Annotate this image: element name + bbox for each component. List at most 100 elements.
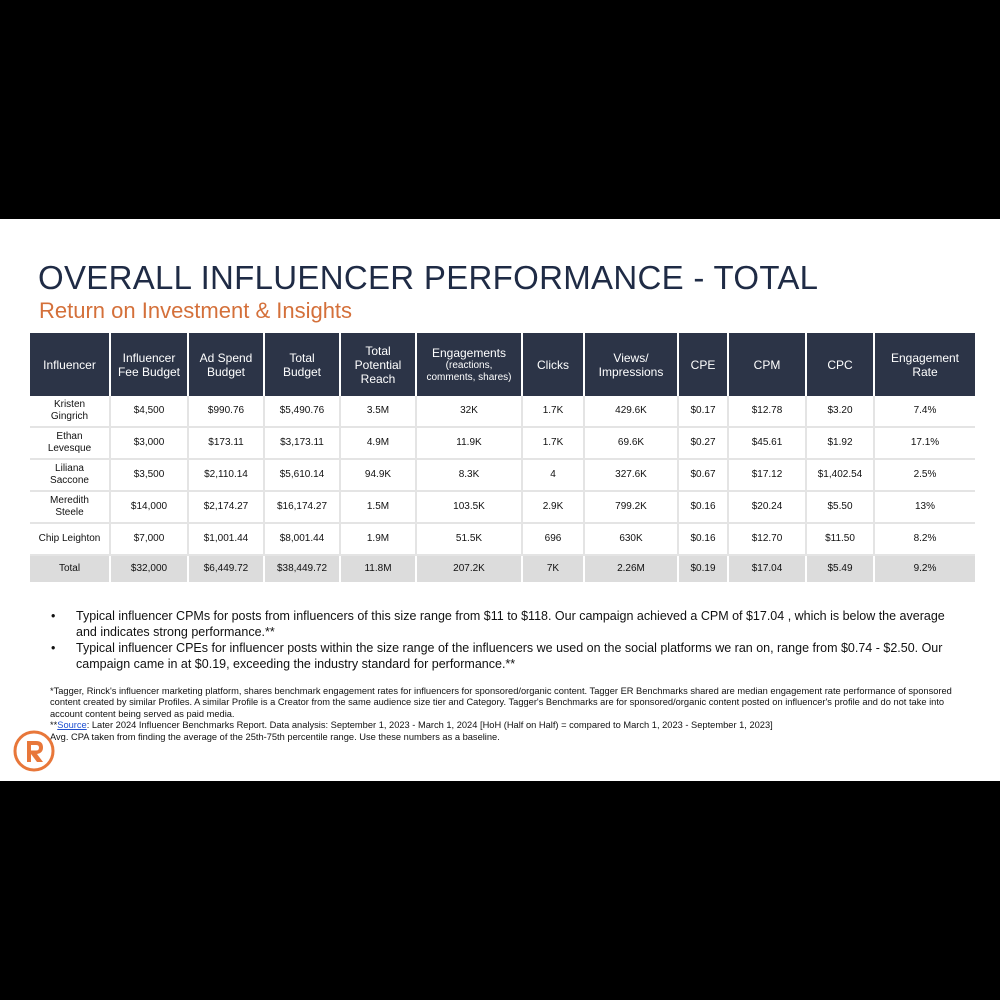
col-header-influencer: Influencer bbox=[30, 333, 111, 396]
table-cell: 2.5% bbox=[874, 459, 975, 492]
table-cell: $1.92 bbox=[806, 427, 875, 460]
table-cell: 51.5K bbox=[416, 523, 523, 556]
table-cell: 7K bbox=[522, 555, 585, 584]
bullet-text: Typical influencer CPEs for influencer p… bbox=[76, 641, 943, 671]
table-row: Liliana Saccone $3,500 $2,110.14 $5,610.1… bbox=[30, 459, 975, 492]
insights-list: • Typical influencer CPMs for posts from… bbox=[51, 608, 956, 672]
table-cell: 3.5M bbox=[340, 396, 417, 428]
table-cell: $3,000 bbox=[110, 427, 189, 460]
table-cell: $4,500 bbox=[110, 396, 189, 428]
table-cell: 9.2% bbox=[874, 555, 975, 584]
table-cell: $8,001.44 bbox=[264, 523, 341, 556]
slide-subtitle: Return on Investment & Insights bbox=[39, 298, 353, 323]
table-cell: $14,000 bbox=[110, 491, 189, 524]
table-cell: $3,173.11 bbox=[264, 427, 341, 460]
table-cell: $3.20 bbox=[806, 396, 875, 428]
footnote-cpa: Avg. CPA taken from finding the average … bbox=[50, 731, 500, 742]
slide: OVERALL INFLUENCER PERFORMANCE - TOTAL R… bbox=[0, 219, 1000, 781]
table-cell: $17.04 bbox=[728, 555, 807, 584]
table-cell: $20.24 bbox=[728, 491, 807, 524]
table-cell: $5,610.14 bbox=[264, 459, 341, 492]
col-header-ad-spend: Ad Spend Budget bbox=[188, 333, 265, 396]
table-cell: $3,500 bbox=[110, 459, 189, 492]
influencer-name: Chip Leighton bbox=[30, 523, 111, 556]
list-item: • Typical influencer CPMs for posts from… bbox=[51, 608, 956, 640]
table-cell: 7.4% bbox=[874, 396, 975, 428]
table-cell: $12.78 bbox=[728, 396, 807, 428]
table-cell: 11.8M bbox=[340, 555, 417, 584]
table-cell: $16,174.27 bbox=[264, 491, 341, 524]
source-link[interactable]: Source bbox=[57, 720, 87, 731]
slide-title: OVERALL INFLUENCER PERFORMANCE - TOTAL bbox=[38, 259, 819, 296]
table-cell: $1,001.44 bbox=[188, 523, 265, 556]
table-cell: $0.27 bbox=[678, 427, 729, 460]
influencer-name: Kristen Gingrich bbox=[30, 396, 111, 428]
table-cell: $173.11 bbox=[188, 427, 265, 460]
table-cell: 8.2% bbox=[874, 523, 975, 556]
table-row: Chip Leighton $7,000 $1,001.44 $8,001.44… bbox=[30, 523, 975, 556]
bullet-marker: • bbox=[51, 641, 56, 655]
table-header-row: Influencer Influencer Fee Budget Ad Spend… bbox=[30, 333, 975, 396]
table-cell: $0.19 bbox=[678, 555, 729, 584]
col-header-engagement-rate: Engagement Rate bbox=[874, 333, 975, 396]
table-cell: 13% bbox=[874, 491, 975, 524]
table-cell: 2.9K bbox=[522, 491, 585, 524]
table-cell: $990.76 bbox=[188, 396, 265, 428]
table-cell: 1.7K bbox=[522, 427, 585, 460]
bullet-marker: • bbox=[51, 609, 56, 623]
col-header-cpc: CPC bbox=[806, 333, 875, 396]
influencer-name: Meredith Steele bbox=[30, 491, 111, 524]
col-header-cpm: CPM bbox=[728, 333, 807, 396]
table-cell: 630K bbox=[584, 523, 679, 556]
footnote-source: **Source: Later 2024 Influencer Benchmar… bbox=[50, 720, 773, 731]
table-cell: 2.26M bbox=[584, 555, 679, 584]
col-header-fee-budget: Influencer Fee Budget bbox=[110, 333, 189, 396]
table-cell: 1.5M bbox=[340, 491, 417, 524]
table-cell: 69.6K bbox=[584, 427, 679, 460]
influencer-name: Liliana Saccone bbox=[30, 459, 111, 492]
bullet-text: Typical influencer CPMs for posts from i… bbox=[76, 609, 945, 639]
influencer-name: Ethan Levesque bbox=[30, 427, 111, 460]
table-total-row: Total $32,000 $6,449.72 $38,449.72 11.8M… bbox=[30, 555, 975, 584]
rinck-logo-icon bbox=[12, 729, 56, 773]
table-cell: $5,490.76 bbox=[264, 396, 341, 428]
col-header-clicks: Clicks bbox=[522, 333, 585, 396]
table-cell: $17.12 bbox=[728, 459, 807, 492]
table-cell: $6,449.72 bbox=[188, 555, 265, 584]
table-cell: 696 bbox=[522, 523, 585, 556]
col-header-total-budget: Total Budget bbox=[264, 333, 341, 396]
table-cell: $11.50 bbox=[806, 523, 875, 556]
col-header-cpe: CPE bbox=[678, 333, 729, 396]
table-row: Meredith Steele $14,000 $2,174.27 $16,174… bbox=[30, 491, 975, 524]
table-cell: $0.17 bbox=[678, 396, 729, 428]
table-cell: $12.70 bbox=[728, 523, 807, 556]
table-cell: 94.9K bbox=[340, 459, 417, 492]
table-cell: 207.2K bbox=[416, 555, 523, 584]
table-cell: 327.6K bbox=[584, 459, 679, 492]
table-cell: $5.49 bbox=[806, 555, 875, 584]
table-cell: 799.2K bbox=[584, 491, 679, 524]
col-header-views: Views/Impressions bbox=[584, 333, 679, 396]
table-cell: $0.16 bbox=[678, 523, 729, 556]
table-cell: 17.1% bbox=[874, 427, 975, 460]
table-cell: $0.16 bbox=[678, 491, 729, 524]
table-cell: $1,402.54 bbox=[806, 459, 875, 492]
total-label: Total bbox=[30, 555, 111, 584]
table-cell: 8.3K bbox=[416, 459, 523, 492]
table-cell: $0.67 bbox=[678, 459, 729, 492]
table-cell: $38,449.72 bbox=[264, 555, 341, 584]
col-header-engagements: Engagements (reactions, comments, shares) bbox=[416, 333, 523, 396]
table-cell: 32K bbox=[416, 396, 523, 428]
table-row: Ethan Levesque $3,000 $173.11 $3,173.11 4… bbox=[30, 427, 975, 460]
table-cell: $7,000 bbox=[110, 523, 189, 556]
footnote-tagger: *Tagger, Rinck's influencer marketing pl… bbox=[50, 686, 952, 719]
table-cell: 11.9K bbox=[416, 427, 523, 460]
col-header-reach: Total Potential Reach bbox=[340, 333, 417, 396]
table-cell: $32,000 bbox=[110, 555, 189, 584]
table-cell: 4 bbox=[522, 459, 585, 492]
table-cell: 1.9M bbox=[340, 523, 417, 556]
table-cell: 4.9M bbox=[340, 427, 417, 460]
table-cell: 103.5K bbox=[416, 491, 523, 524]
table-cell: 1.7K bbox=[522, 396, 585, 428]
performance-table: Influencer Influencer Fee Budget Ad Spend… bbox=[30, 333, 975, 584]
